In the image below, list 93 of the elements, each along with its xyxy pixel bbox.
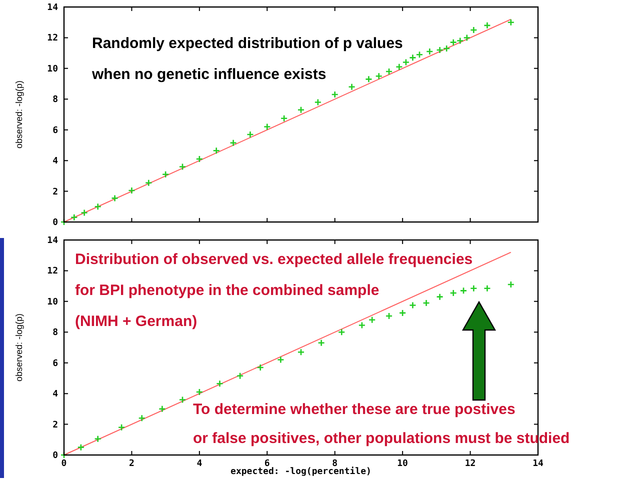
point	[216, 380, 224, 388]
y-tick-label: 6	[52, 358, 58, 369]
x-tick-label: 14	[532, 459, 544, 469]
y-tick-label: 4	[52, 156, 59, 167]
point	[375, 72, 383, 80]
x-tick-label: 12	[464, 459, 476, 469]
point	[280, 114, 288, 122]
annotation: when no genetic influence exists	[91, 66, 326, 83]
point	[460, 287, 468, 294]
point	[365, 76, 372, 83]
y-tick-label: 2	[52, 420, 58, 430]
annotation: (NIMH + German)	[75, 313, 198, 330]
y-tick-label: 8	[52, 328, 58, 338]
point	[416, 50, 424, 58]
x-tick-label: 0	[61, 459, 67, 469]
y-tick-label: 2	[52, 187, 58, 198]
point	[111, 194, 118, 202]
point	[94, 435, 102, 443]
x-tick-label: 6	[264, 459, 270, 469]
y-tick-label: 12	[47, 266, 58, 277]
y-tick-label: 0	[52, 451, 58, 461]
point	[450, 289, 458, 297]
point	[385, 312, 393, 320]
point	[358, 322, 366, 329]
annotation: To determine whether these are true postives	[193, 401, 516, 418]
point	[212, 146, 220, 154]
point	[263, 123, 271, 130]
point	[470, 284, 478, 292]
point	[450, 38, 458, 46]
point	[409, 302, 416, 309]
point	[338, 328, 346, 336]
point	[236, 372, 244, 380]
point	[470, 26, 478, 34]
y-axis-title: observed: -log(p)	[14, 313, 24, 382]
point	[162, 170, 170, 178]
point	[158, 405, 166, 413]
point	[144, 179, 152, 186]
x-tick-label: 10	[397, 459, 408, 469]
x-tick-label: 2	[129, 459, 134, 469]
point	[385, 68, 393, 76]
point	[507, 280, 515, 288]
point	[436, 46, 444, 54]
x-tick-label: 4	[196, 459, 203, 469]
point	[456, 37, 464, 44]
y-tick-label: 0	[52, 218, 58, 228]
point	[77, 444, 85, 451]
annotation: Randomly expected distribution of p values	[92, 35, 403, 52]
y-tick-label: 14	[47, 236, 59, 246]
point	[178, 163, 186, 170]
point	[442, 44, 450, 52]
point	[426, 48, 434, 56]
point	[348, 83, 356, 91]
point	[436, 293, 444, 300]
point	[331, 90, 339, 98]
annotation: for BPI phenotype in the combined sample	[75, 282, 380, 299]
y-tick-label: 6	[52, 126, 58, 136]
point	[463, 34, 471, 42]
point	[70, 214, 78, 222]
point	[94, 202, 102, 210]
point	[256, 364, 264, 372]
point	[80, 209, 88, 216]
x-axis-title: expected: -log(percentile)	[230, 466, 372, 477]
point	[422, 299, 430, 307]
y-tick-label: 10	[47, 64, 58, 74]
point	[507, 18, 515, 26]
x-tick-label: 8	[332, 459, 338, 469]
y-axis-title: observed: -log(p)	[14, 80, 24, 149]
point	[297, 348, 305, 356]
point	[318, 339, 325, 347]
point	[484, 22, 491, 30]
y-tick-label: 12	[47, 34, 58, 44]
point	[484, 284, 491, 292]
point	[297, 106, 305, 114]
point	[396, 63, 403, 71]
point	[398, 309, 406, 317]
point	[196, 388, 204, 396]
point	[402, 58, 410, 66]
annotation: Distribution of observed vs. expected allele frequencies	[75, 251, 473, 268]
point	[128, 186, 136, 194]
point	[314, 98, 322, 106]
point	[196, 155, 204, 163]
point	[138, 414, 146, 422]
y-tick-label: 8	[52, 95, 58, 106]
point	[277, 356, 284, 364]
point	[118, 424, 126, 432]
y-tick-label: 10	[47, 297, 58, 308]
y-tick-label: 4	[52, 390, 59, 400]
point	[409, 54, 416, 62]
point	[246, 130, 254, 138]
point	[368, 316, 376, 324]
point	[230, 139, 237, 147]
y-tick-label: 14	[47, 3, 59, 13]
point	[178, 396, 186, 404]
